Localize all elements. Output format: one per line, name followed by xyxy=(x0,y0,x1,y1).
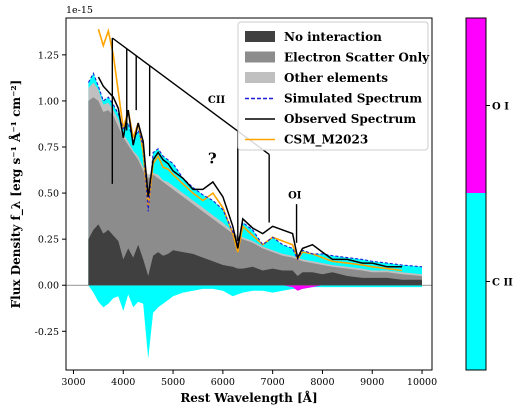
y-tick-label: -0.25 xyxy=(35,327,59,338)
x-tick-label: 8000 xyxy=(310,377,334,388)
y-tick-label: 1.00 xyxy=(38,96,59,107)
y-offset-text: 1e-15 xyxy=(66,5,93,16)
legend-label: CSM_M2023 xyxy=(284,133,368,148)
y-tick-label: 1.25 xyxy=(38,50,59,61)
legend-label: Observed Spectrum xyxy=(284,112,416,126)
colorbar-segment-oi xyxy=(466,18,486,193)
legend-label: Other elements xyxy=(284,71,388,85)
x-tick-label: 10000 xyxy=(407,377,437,388)
y-tick-label: 0.25 xyxy=(38,235,59,246)
legend-swatch xyxy=(245,72,275,83)
colorbar-frame xyxy=(465,17,487,371)
legend-box xyxy=(237,21,429,151)
x-tick-label: 3000 xyxy=(61,377,85,388)
colorbar-label: C II xyxy=(492,278,513,289)
x-tick-label: 9000 xyxy=(360,377,384,388)
colorbar-segment-cii xyxy=(466,193,486,370)
series-no-interaction-fill xyxy=(88,224,423,286)
legend-swatch xyxy=(245,31,275,42)
series-observed-spectrum-line xyxy=(97,76,403,268)
colorbar: C II O I xyxy=(465,17,513,371)
plot-area: CII OI? xyxy=(66,27,432,359)
legend: No interaction Electron Scatter Only Other… xyxy=(237,21,430,151)
y-tick-label: 0.00 xyxy=(38,281,59,292)
x-tick-label: 6000 xyxy=(211,377,235,388)
x-tick-label: 5000 xyxy=(161,377,185,388)
legend-label: No interaction xyxy=(284,30,382,44)
y-axis-title: Flux Density f_λ [erg s⁻¹ Å⁻¹ cm⁻²] xyxy=(8,80,24,309)
cii-label: CII xyxy=(208,95,226,106)
x-axis-title: Rest Wavelength [Å] xyxy=(180,390,317,405)
series-cii-negative-fill xyxy=(88,285,423,359)
plot-frame xyxy=(65,17,433,371)
x-tick-label: 4000 xyxy=(111,377,135,388)
legend-label: Simulated Spectrum xyxy=(284,92,422,106)
y-tick-label: 0.75 xyxy=(38,143,59,154)
y-tick-label: 0.50 xyxy=(38,189,59,200)
legend-label: Electron Scatter Only xyxy=(284,51,430,65)
axis-ticks: 3000 4000 5000 6000 7000 8000 9000 10000 -0.25 0.… xyxy=(35,50,438,388)
series-electron-scatter-fill xyxy=(88,97,423,286)
legend-swatch xyxy=(245,51,275,63)
oi-label: OI xyxy=(288,191,302,202)
question-mark-annotation: ? xyxy=(208,150,217,168)
colorbar-label: O I xyxy=(492,102,509,113)
x-tick-label: 7000 xyxy=(261,377,285,388)
